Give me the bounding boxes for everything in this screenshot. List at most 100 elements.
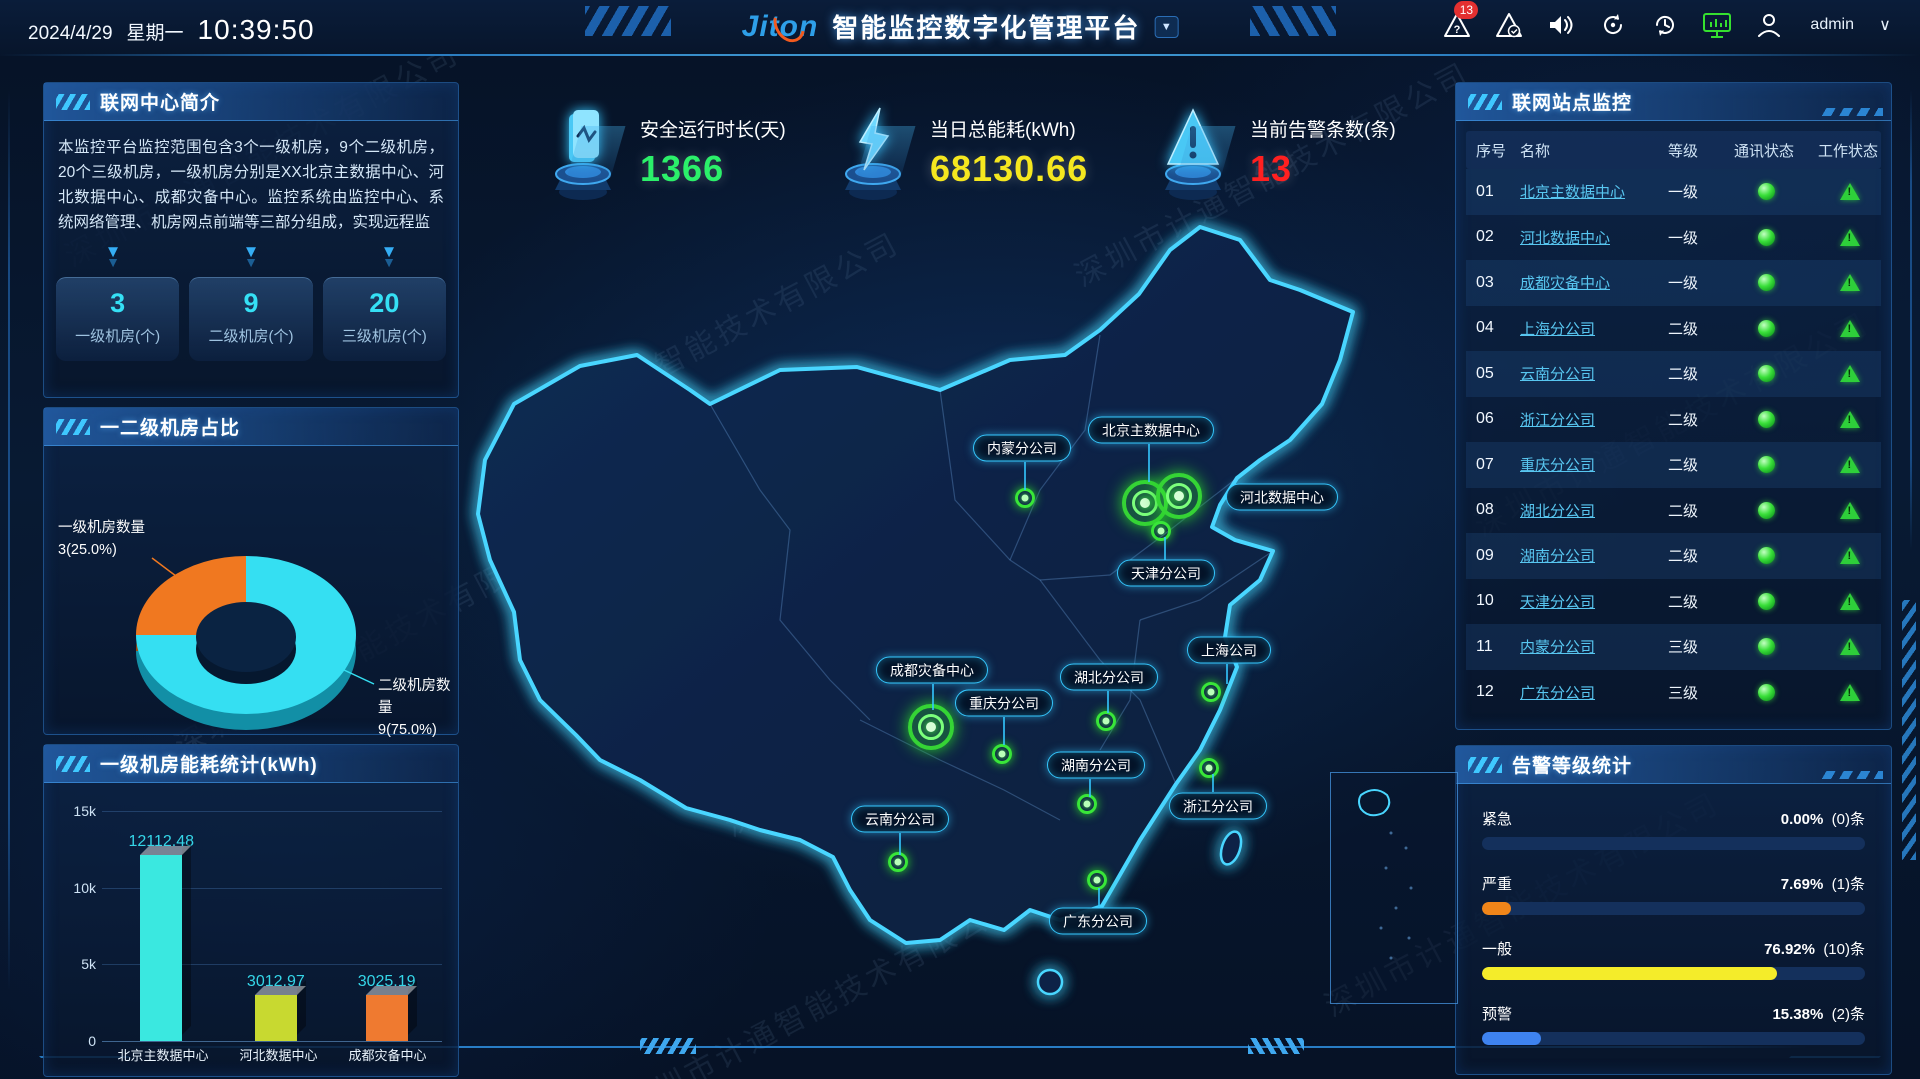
row-no: 01 (1476, 182, 1494, 200)
site-level: 三级 (1668, 684, 1699, 702)
table-row[interactable]: 05 云南分公司 二级 (1466, 351, 1881, 397)
refresh-icon[interactable] (1598, 10, 1628, 40)
site-name-link[interactable]: 北京主数据中心 (1520, 184, 1626, 202)
site-marker[interactable] (908, 704, 954, 750)
site-name-link[interactable]: 成都灾备中心 (1520, 275, 1611, 293)
map-connector (1212, 774, 1214, 792)
stat-level3-rooms[interactable]: 20 三级机房(个) (322, 277, 446, 362)
col-header: 序号 (1476, 142, 1507, 160)
map-label-text: 北京主数据中心 (1102, 422, 1200, 438)
username-label[interactable]: admin (1810, 16, 1854, 33)
title-dropdown-caret[interactable]: ▼ (1154, 15, 1179, 38)
map-label-tianjin[interactable]: 天津分公司 (1117, 559, 1215, 587)
alarm-bar-track (1482, 902, 1865, 915)
stat-level1-rooms[interactable]: 3 一级机房(个) (56, 277, 180, 362)
site-marker[interactable] (1151, 521, 1171, 541)
donut-label-name: 二级机房数量 (378, 678, 451, 716)
map-label-yunnan[interactable]: 云南分公司 (851, 805, 949, 833)
table-row[interactable]: 09 湖南分公司 二级 (1466, 533, 1881, 579)
map-label-hunan[interactable]: 湖南分公司 (1047, 751, 1145, 779)
gridline (102, 888, 442, 889)
site-level: 二级 (1668, 502, 1699, 520)
site-name-link[interactable]: 湖南分公司 (1520, 548, 1596, 566)
site-marker[interactable] (1201, 682, 1221, 702)
map-label-hubei[interactable]: 湖北分公司 (1060, 663, 1158, 691)
panel-energy: 一级机房能耗统计(kWh) 15k 10k 5k 0 12112.48 3012… (43, 744, 459, 1077)
realtime-clock-icon[interactable] (1650, 10, 1680, 40)
work-status-warning-icon (1840, 228, 1860, 246)
x-axis (102, 1041, 442, 1042)
map-label-zhejiang[interactable]: 浙江分公司 (1169, 792, 1267, 820)
table-row[interactable]: 08 湖北分公司 二级 (1466, 488, 1881, 534)
table-row[interactable]: 12 广东分公司 三级 (1466, 670, 1881, 716)
site-marker[interactable] (1015, 488, 1035, 508)
comm-status-ok-icon (1758, 592, 1775, 610)
donut-callout-lines (151, 557, 375, 685)
row-no: 11 (1476, 637, 1493, 655)
kpi-value: 13 (1250, 147, 1293, 189)
bar-hebei[interactable]: 3012.97 (247, 811, 305, 1041)
site-name-link[interactable]: 重庆分公司 (1520, 457, 1596, 475)
col-header: 名称 (1520, 142, 1551, 160)
panel-header-tail-decor (1819, 108, 1883, 116)
site-marker[interactable] (888, 852, 908, 872)
table-row[interactable]: 02 河北数据中心 一级 (1466, 215, 1881, 261)
comm-status-ok-icon (1758, 410, 1775, 428)
site-marker[interactable] (1156, 473, 1202, 519)
site-name-link[interactable]: 上海分公司 (1520, 320, 1596, 338)
site-name-link[interactable]: 河北数据中心 (1520, 229, 1611, 247)
map-label-beijing[interactable]: 北京主数据中心 (1088, 416, 1214, 444)
stat-level2-rooms[interactable]: 9 二级机房(个) (189, 277, 313, 362)
site-level: 二级 (1668, 411, 1699, 429)
alarm-unconfirmed-icon[interactable]: ? 13 (1442, 1, 1479, 40)
site-name-link[interactable]: 浙江分公司 (1520, 411, 1596, 429)
kpi-label: 安全运行时长(天) (640, 119, 786, 141)
site-name-link[interactable]: 天津分公司 (1520, 593, 1596, 611)
site-marker[interactable] (1096, 711, 1116, 731)
map-label-chongqing[interactable]: 重庆分公司 (955, 689, 1053, 717)
site-marker[interactable] (992, 744, 1012, 764)
site-name-link[interactable]: 内蒙分公司 (1520, 639, 1596, 657)
site-marker[interactable] (1077, 794, 1097, 814)
user-icon[interactable] (1754, 10, 1784, 40)
site-marker[interactable] (1199, 758, 1219, 778)
lightning-icon (830, 100, 916, 204)
table-row[interactable]: 10 天津分公司 二级 (1466, 579, 1881, 625)
bar-chengdu[interactable]: 3025.19 (358, 811, 416, 1041)
col-header: 通讯状态 (1734, 142, 1795, 160)
map-label-shanghai[interactable]: 上海公司 (1187, 636, 1271, 664)
map-label-text: 重庆分公司 (969, 695, 1039, 711)
svg-text:?: ? (1454, 24, 1461, 36)
header-decor-slashes (1250, 6, 1336, 36)
map-connector (1098, 888, 1100, 907)
work-status-warning-icon (1840, 274, 1860, 292)
alarm-confirmed-icon[interactable] (1494, 10, 1524, 40)
site-name-link[interactable]: 湖北分公司 (1520, 502, 1596, 520)
site-name-link[interactable]: 云南分公司 (1520, 366, 1596, 384)
user-dropdown-caret[interactable]: ∨ (1879, 17, 1891, 34)
china-map: 内蒙分公司 北京主数据中心 河北数据中心 天津分公司 上海公司 成都灾备中心 湖… (400, 60, 1460, 1075)
map-label-chengdu[interactable]: 成都灾备中心 (876, 656, 988, 684)
table-row[interactable]: 04 上海分公司 二级 (1466, 306, 1881, 352)
sound-icon[interactable] (1546, 10, 1576, 40)
table-row[interactable]: 07 重庆分公司 二级 (1466, 442, 1881, 488)
table-row[interactable]: 11 内蒙分公司 三级 (1466, 624, 1881, 670)
site-name-link[interactable]: 广东分公司 (1520, 684, 1596, 702)
alarm-count: (0)条 (1831, 811, 1865, 828)
screen-monitor-icon[interactable] (1702, 10, 1732, 40)
map-label-hebei[interactable]: 河北数据中心 (1226, 483, 1338, 511)
map-label-neimeng[interactable]: 内蒙分公司 (973, 434, 1071, 462)
alarm-level-value: 15.38% (2)条 (1772, 1003, 1865, 1024)
alert-triangle-icon (1150, 100, 1236, 204)
bar-beijing[interactable]: 12112.48 (128, 811, 194, 1041)
map-label-guangdong[interactable]: 广东分公司 (1049, 907, 1147, 935)
table-row[interactable]: 01 北京主数据中心 一级 (1466, 169, 1881, 215)
table-row[interactable]: 06 浙江分公司 二级 (1466, 397, 1881, 443)
site-marker[interactable] (1087, 870, 1107, 890)
row-no: 09 (1476, 546, 1494, 564)
alarm-level-label: 一般 (1482, 941, 1513, 958)
alarm-item-general: 一般 76.92% (10)条 (1482, 938, 1865, 980)
work-status-warning-icon (1840, 183, 1860, 201)
alarm-level-list: 紧急 0.00% (0)条 严重 7.69% (1)条 一般 76.92% (1… (1456, 784, 1891, 1045)
table-row[interactable]: 03 成都灾备中心 一级 (1466, 260, 1881, 306)
